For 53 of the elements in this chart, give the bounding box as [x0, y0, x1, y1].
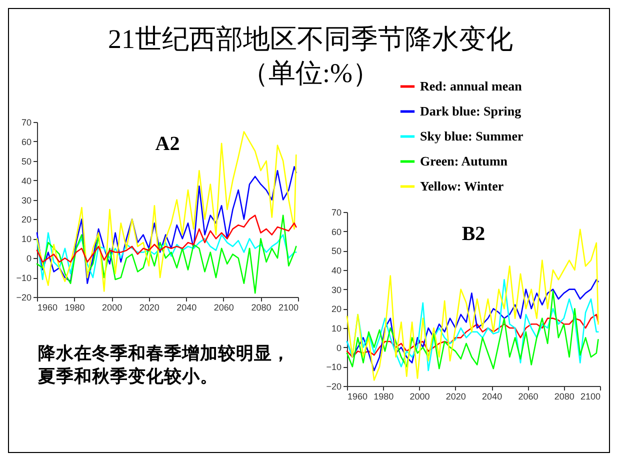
- line-series: [36, 214, 297, 294]
- y-tick-label: 20: [331, 304, 342, 314]
- x-tick-label: 1960: [38, 302, 58, 312]
- chart-title: 21世纪西部地区不同季节降水变化: [107, 23, 514, 56]
- annotation: A2: [155, 133, 180, 155]
- legend-label: Green: Autumn: [420, 154, 508, 168]
- line-series: [346, 228, 599, 381]
- legend-label: Sky blue: Summer: [420, 128, 524, 144]
- line-series: [36, 214, 297, 263]
- x-tick-label: 2060: [214, 302, 234, 312]
- text: B2: [462, 223, 486, 245]
- text: 降水在冬季和春季增加较明显，夏季和秋季变化较小。: [38, 343, 291, 389]
- y-tick-label: −10: [326, 362, 342, 372]
- y-tick-label: 70: [21, 118, 32, 128]
- y-tick-label: 60: [331, 226, 342, 237]
- y-tick-label: −20: [16, 292, 32, 302]
- y-tick-label: 10: [331, 324, 342, 334]
- x-tick-label: 2080: [251, 302, 272, 312]
- y-tick-label: 0: [336, 342, 342, 353]
- x-tick-label: 2100: [278, 302, 298, 312]
- x-tick-label: 1980: [64, 302, 85, 312]
- x-tick-label: 2000: [102, 302, 122, 312]
- y-tick-label: −20: [326, 382, 342, 392]
- y-tick-label: 0: [26, 254, 32, 264]
- legend-label: Red: annual mean: [420, 78, 523, 94]
- x-tick-label: 2080: [554, 392, 574, 402]
- line-series: [36, 131, 297, 292]
- y-tick-label: 50: [331, 246, 342, 256]
- line-series: [36, 232, 297, 280]
- legend-label: Yellow: Winter: [420, 178, 504, 194]
- y-tick-label: −10: [16, 273, 32, 284]
- y-tick-label: 60: [21, 136, 32, 147]
- y-tick-label: 20: [21, 214, 32, 225]
- line-series: [346, 314, 599, 358]
- y-tick-label: 10: [21, 234, 32, 244]
- x-tick-label: 2020: [139, 302, 160, 312]
- x-tick-label: 2040: [482, 392, 502, 402]
- x-tick-label: 2100: [580, 392, 600, 402]
- y-tick-label: 30: [21, 195, 32, 206]
- x-tick-label: 2020: [446, 392, 466, 402]
- y-tick-label: 50: [21, 156, 32, 166]
- y-tick-label: 30: [331, 284, 342, 295]
- x-tick-label: 2000: [410, 392, 430, 402]
- x-tick-label: 1960: [348, 392, 368, 402]
- y-tick-label: 70: [331, 208, 342, 218]
- chart-subtitle: （单位:%）: [242, 58, 380, 88]
- y-tick-label: 40: [331, 266, 342, 276]
- x-tick-label: 2060: [518, 392, 538, 402]
- x-tick-label: 1980: [374, 392, 394, 402]
- legend-label: Dark blue: Spring: [420, 104, 522, 118]
- x-tick-label: 2040: [176, 302, 197, 312]
- y-tick-label: 40: [21, 176, 32, 186]
- line-series: [36, 166, 297, 284]
